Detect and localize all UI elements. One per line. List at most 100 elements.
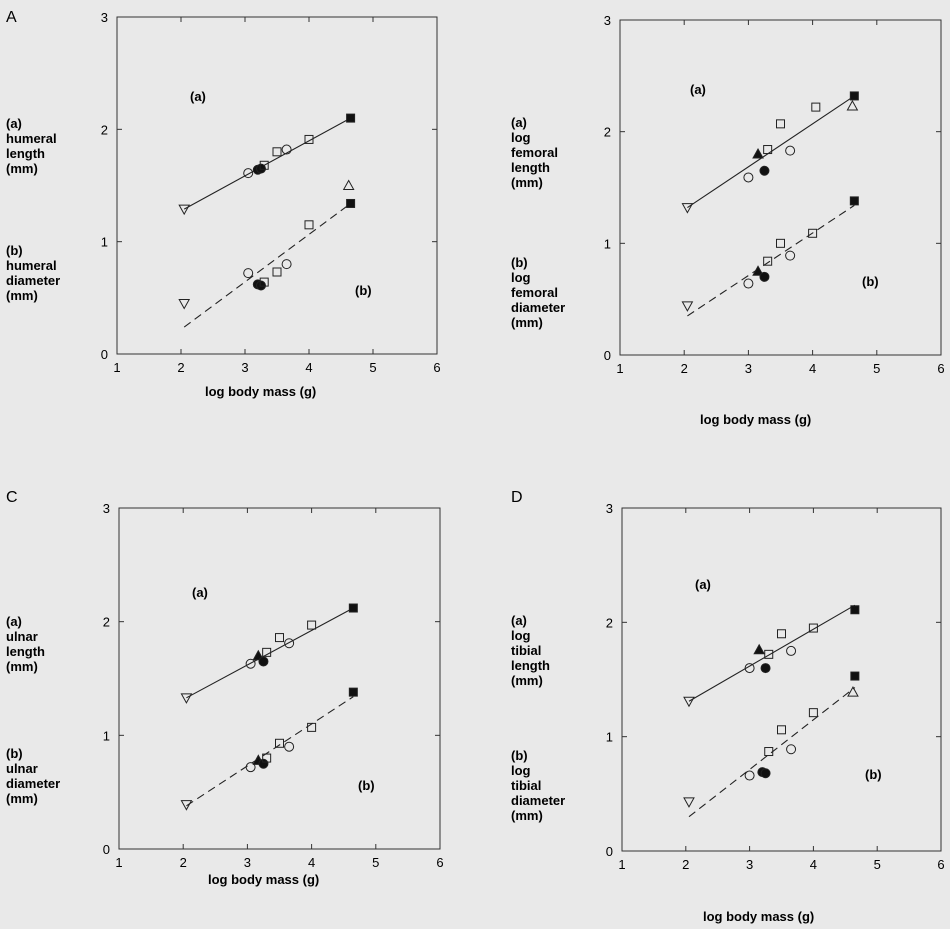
data-point-b (342, 179, 355, 190)
data-point-a (763, 145, 773, 155)
x-tick-label: 6 (433, 360, 440, 375)
plot-frame (621, 507, 942, 852)
y-tick-label: 3 (606, 501, 613, 516)
data-point-b (275, 738, 284, 748)
y-tick-label: 1 (606, 730, 613, 745)
data-point-b (808, 708, 818, 718)
data-point-b (850, 671, 860, 681)
y-tick-label: 0 (606, 844, 613, 859)
data-point-b (849, 196, 859, 206)
data-point-b (262, 753, 272, 763)
y-tick-label: 1 (604, 236, 611, 251)
data-point-b (348, 687, 358, 697)
y-tick-label: 0 (103, 842, 110, 857)
data-point-a (681, 203, 694, 214)
annotation-a: (a) (192, 585, 208, 600)
x-tick-label: 2 (177, 360, 184, 375)
y-axis-label-b: (b) log tibial diameter (mm) (511, 748, 565, 823)
data-point-b (760, 768, 771, 779)
y-axis-label-b: (b) ulnar diameter (mm) (6, 746, 60, 806)
x-tick-label: 4 (810, 857, 817, 872)
plot-frame (116, 16, 438, 355)
data-point-a (275, 633, 284, 643)
data-point-b (776, 238, 785, 248)
data-point-b (284, 741, 295, 752)
x-tick-label: 3 (746, 857, 753, 872)
data-point-b (178, 298, 191, 310)
y-axis-label-a: (a) log tibial length (mm) (511, 613, 550, 688)
y-tick-label: 1 (103, 728, 110, 743)
annotation-b: (b) (355, 283, 372, 298)
x-tick-label: 2 (180, 855, 187, 870)
data-point-b (743, 278, 754, 289)
plot-frame (118, 507, 441, 850)
data-point-a (243, 168, 254, 179)
annotation-a: (a) (190, 89, 206, 104)
data-point-a (258, 656, 269, 667)
data-point-a (849, 91, 859, 101)
data-point-b (243, 268, 254, 279)
data-point-a (760, 663, 771, 674)
data-point-a (180, 693, 193, 704)
y-tick-label: 0 (604, 348, 611, 363)
data-point-b (180, 800, 193, 811)
data-point-a (245, 658, 256, 669)
x-axis-label: log body mass (g) (205, 384, 316, 399)
data-point-a (284, 638, 295, 649)
panel-letter: C (6, 489, 18, 506)
data-point-a (785, 145, 796, 156)
fit-line-a (687, 95, 855, 209)
panel-letter: D (511, 489, 523, 506)
x-tick-label: 3 (244, 855, 251, 870)
data-point-a (777, 629, 786, 639)
y-axis-label-a: (a) humeral length (mm) (6, 116, 57, 176)
x-tick-label: 6 (436, 855, 443, 870)
data-point-a (272, 147, 282, 157)
x-tick-label: 2 (681, 361, 688, 376)
y-tick-label: 3 (103, 501, 110, 516)
y-tick-label: 3 (604, 13, 611, 28)
data-point-a (744, 663, 755, 674)
x-axis-label: log body mass (g) (208, 872, 319, 887)
y-tick-label: 1 (101, 235, 108, 250)
data-point-b (307, 722, 317, 732)
data-point-b (752, 265, 764, 276)
data-point-a (683, 696, 695, 708)
y-axis-label-a: (a) ulnar length (mm) (6, 614, 45, 674)
x-tick-label: 4 (308, 855, 315, 870)
annotation-b: (b) (862, 274, 879, 289)
data-point-b (346, 198, 356, 208)
x-tick-label: 3 (745, 361, 752, 376)
fit-line-a (688, 604, 856, 702)
data-point-a (281, 144, 292, 155)
data-point-a (348, 603, 358, 613)
x-tick-label: 1 (618, 857, 625, 872)
data-point-a (256, 163, 266, 174)
x-axis-label: log body mass (g) (700, 412, 811, 427)
data-point-b (777, 725, 786, 735)
data-point-a (346, 113, 356, 123)
y-tick-label: 2 (606, 615, 613, 630)
annotation-a: (a) (695, 577, 711, 592)
data-point-a (259, 160, 269, 170)
y-tick-label: 3 (101, 10, 108, 25)
x-tick-label: 1 (616, 361, 623, 376)
annotation-b: (b) (865, 767, 882, 782)
y-tick-label: 2 (604, 125, 611, 140)
data-point-b (683, 797, 695, 808)
annotation-b: (b) (358, 778, 375, 793)
data-point-b (763, 256, 773, 266)
x-tick-label: 4 (305, 360, 312, 375)
data-point-a (752, 147, 764, 159)
y-axis-label-a: (a) log femoral length (mm) (511, 115, 558, 190)
x-tick-label: 2 (682, 857, 689, 872)
fit-line-a (186, 607, 354, 699)
x-tick-label: 5 (873, 361, 880, 376)
data-point-a (764, 649, 774, 659)
data-point-b (304, 220, 314, 230)
